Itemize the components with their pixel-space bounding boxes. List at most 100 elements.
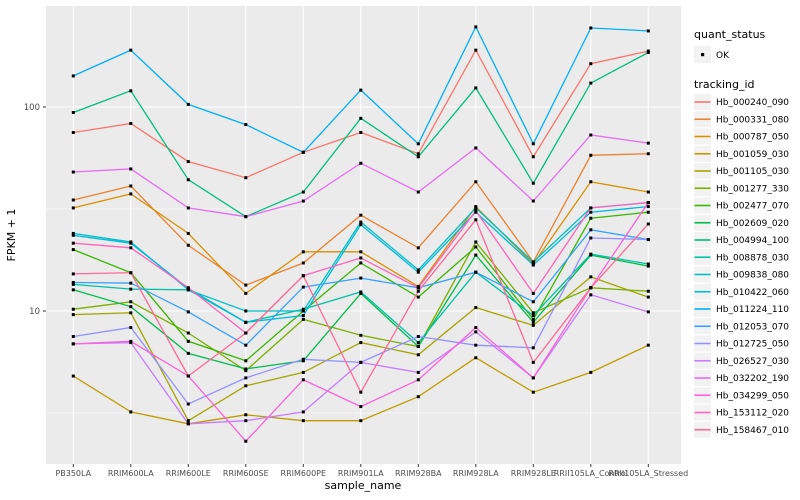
data-point [474,330,478,334]
y-tick-label: 100 [24,103,40,113]
legend-label-ok: OK [716,51,730,61]
data-point [244,291,248,295]
data-point [531,311,535,315]
data-point [589,210,593,214]
legend-item-label: Hb_010422_060 [716,288,789,298]
legend-item [694,404,711,421]
data-point [474,240,478,244]
legend-item-label: Hb_011224_110 [716,305,789,315]
data-point [359,261,363,265]
x-tick-label: RRIM600LE [166,469,211,478]
data-point [71,307,75,311]
data-point [244,413,248,417]
data-point [301,309,305,313]
data-point [474,343,478,347]
data-point [71,110,75,114]
data-point [589,62,593,66]
data-point [359,256,363,260]
data-point [71,374,75,378]
legend-item-label: Hb_032202_190 [716,374,789,384]
data-point [186,206,190,210]
legend-item [694,283,711,300]
legend-item [694,111,711,128]
data-point [474,180,478,184]
legend-item [694,232,711,248]
data-point [531,155,535,159]
legend-item [694,370,711,386]
data-point [129,241,133,245]
data-point [359,290,363,294]
data-point [646,295,650,299]
legend-item-label: Hb_000787_050 [716,133,789,143]
data-point [71,248,75,252]
data-point [646,205,650,209]
data-point [416,344,420,348]
data-point [71,272,75,276]
x-tick-label: RRIM600PE [281,469,327,478]
data-point [129,192,133,196]
data-point [474,25,478,29]
data-point [646,152,650,156]
data-point [646,310,650,314]
data-point [359,220,363,224]
data-point [416,289,420,293]
data-point [416,155,420,159]
data-point [646,222,650,226]
data-point [589,216,593,220]
x-tick-label: RRII105LA_Control [554,469,628,478]
data-point [531,260,535,264]
data-point [186,339,190,343]
x-tick-label: RRII105LA_Stressed [608,469,688,478]
legend-item-label: Hb_009838_080 [716,271,789,281]
legend-item [694,335,711,352]
data-point [186,310,190,314]
legend-item-label: Hb_012725_050 [716,340,789,350]
data-point [186,231,190,235]
data-point [416,142,420,146]
legend-item [694,249,711,266]
data-point [416,295,420,299]
data-point [244,331,248,335]
data-point [646,141,650,145]
data-point [71,130,75,134]
data-point [359,213,363,217]
legend-item-label: Hb_001277_330 [716,184,789,194]
data-point [129,410,133,414]
data-point [589,252,593,256]
data-point [474,245,478,249]
data-point [186,402,190,406]
data-point [531,376,535,380]
plot-panel [46,6,681,464]
data-point [416,286,420,290]
data-point [531,300,535,304]
data-point [474,48,478,52]
data-point [531,263,535,267]
data-point [129,281,133,285]
legend-item-label: Hb_158467_010 [716,426,789,436]
data-point [129,287,133,291]
x-tick-label: RRIM600LA [108,469,154,478]
data-point [301,307,305,311]
x-tick-label: RRIM901LA [338,469,384,478]
data-point [301,199,305,203]
data-point [474,206,478,210]
data-point [474,86,478,90]
legend-item [694,214,711,231]
data-point [646,210,650,214]
data-point [244,439,248,443]
data-point [129,122,133,126]
x-tick-label: RRIM600SE [223,469,269,478]
legend-item [694,301,711,317]
data-point [186,243,190,247]
data-point [589,370,593,374]
data-point [129,48,133,52]
legend-item-label: Hb_012053_070 [716,322,789,332]
data-point [244,283,248,287]
data-point [71,198,75,202]
data-point [301,250,305,254]
data-point [416,246,420,250]
legend-title-tracking-id: tracking_id [694,78,755,91]
data-point [474,326,478,330]
data-point [301,261,305,265]
data-point [416,378,420,382]
